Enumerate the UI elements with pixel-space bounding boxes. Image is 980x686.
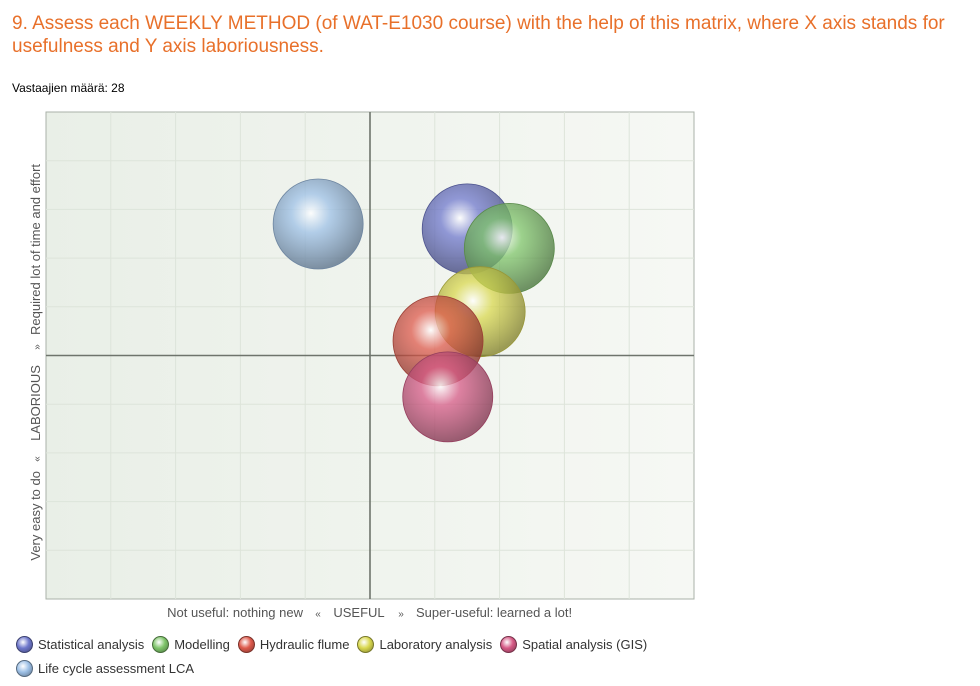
x-axis-center-label: USEFUL <box>333 605 384 620</box>
x-axis-right-arrow: » <box>398 609 404 620</box>
y-axis-right-arrow: » <box>32 344 43 350</box>
x-axis-low-label: Not useful: nothing new <box>167 605 303 620</box>
y-axis-center-label: LABORIOUS <box>28 365 43 441</box>
legend-swatch-icon <box>152 635 170 653</box>
legend-swatch-icon <box>16 635 33 653</box>
legend-label: Laboratory analysis <box>379 636 493 652</box>
legend-item-statistical-analysis[interactable]: Statistical analysis <box>16 632 144 656</box>
bubble-life-cycle-assessment-lca[interactable] <box>272 178 364 270</box>
x-axis-high-label: Super-useful: learned a lot! <box>416 605 572 620</box>
chart-legend: Statistical analysis Modelling Hydraulic f… <box>16 632 716 680</box>
legend-item-spatial-analysis-gis[interactable]: Spatial analysis (GIS) <box>500 632 647 656</box>
quadrant-lines <box>46 112 694 599</box>
y-axis-left-arrow: « <box>32 456 43 462</box>
legend-item-life-cycle-assessment-lca[interactable]: Life cycle assessment LCA <box>16 656 194 680</box>
question-title: 9. Assess each WEEKLY METHOD (of WAT-E10… <box>12 13 945 57</box>
legend-swatch-icon <box>357 635 375 653</box>
legend-swatch-icon <box>237 635 255 653</box>
respondent-count: Vastaajien määrä: 28 <box>12 81 125 95</box>
y-axis-label: Very easy to do « LABORIOUS » Required l… <box>28 164 43 561</box>
legend-label: Hydraulic flume <box>259 636 350 652</box>
legend-label: Life cycle assessment LCA <box>38 660 195 676</box>
bubble-series <box>272 178 555 443</box>
legend-swatch-icon <box>500 635 518 653</box>
x-axis-left-arrow: « <box>315 609 321 620</box>
legend-swatch-icon <box>16 659 33 677</box>
legend-item-modelling[interactable]: Modelling <box>152 632 230 656</box>
legend-label: Statistical analysis <box>38 636 145 652</box>
y-axis-low-label: Very easy to do <box>28 471 43 561</box>
legend-item-laboratory-analysis[interactable]: Laboratory analysis <box>357 632 492 656</box>
y-axis-high-label: Required lot of time and effort <box>28 164 43 335</box>
legend-label: Modelling <box>174 636 230 652</box>
legend-label: Spatial analysis (GIS) <box>522 636 648 652</box>
bubble-spatial-analysis-gis[interactable] <box>402 351 494 443</box>
legend-item-hydraulic-flume[interactable]: Hydraulic flume <box>237 632 350 656</box>
x-axis-label: Not useful: nothing new « USEFUL » Super… <box>167 605 572 620</box>
